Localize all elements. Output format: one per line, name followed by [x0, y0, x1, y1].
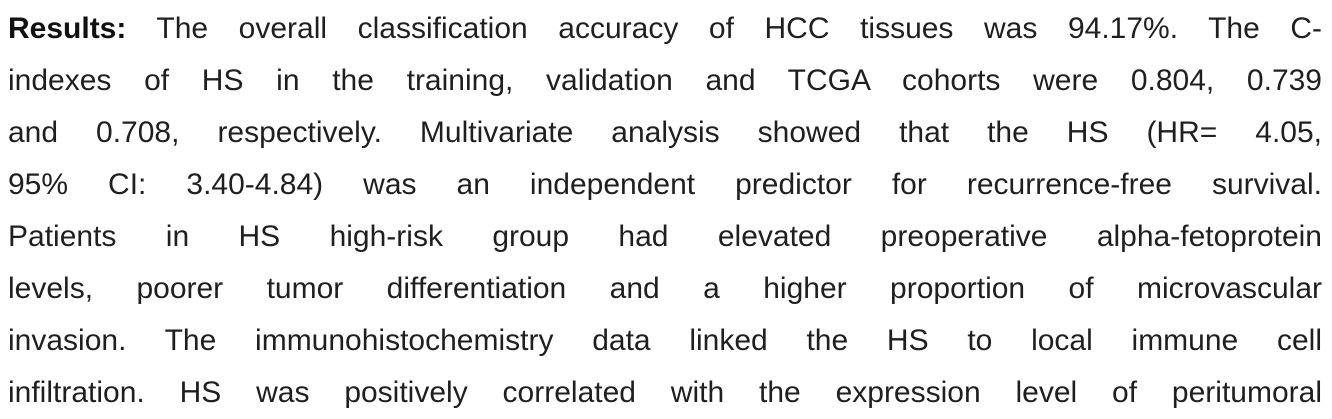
- text-line-1: Results: The overall classification accu…: [8, 3, 1322, 55]
- text-line-7: invasion. The immunohistochemistry data …: [8, 324, 1322, 357]
- results-paragraph: Results: The overall classification accu…: [8, 3, 1322, 419]
- text-line-2: indexes of HS in the training, validatio…: [8, 64, 1322, 97]
- results-label: Results:: [8, 12, 127, 45]
- text-line-6: levels, poorer tumor differentiation and…: [8, 272, 1322, 305]
- text-line-3: and 0.708, respectively. Multivariate an…: [8, 116, 1322, 149]
- text-line-4: 95% CI: 3.40-4.84) was an independent pr…: [8, 168, 1322, 201]
- text-line-5: Patients in HS high-risk group had eleva…: [8, 220, 1322, 253]
- text-line-8: infiltration. HS was positively correlat…: [8, 376, 1322, 409]
- text-line-1-body: The overall classification accuracy of H…: [126, 12, 1322, 45]
